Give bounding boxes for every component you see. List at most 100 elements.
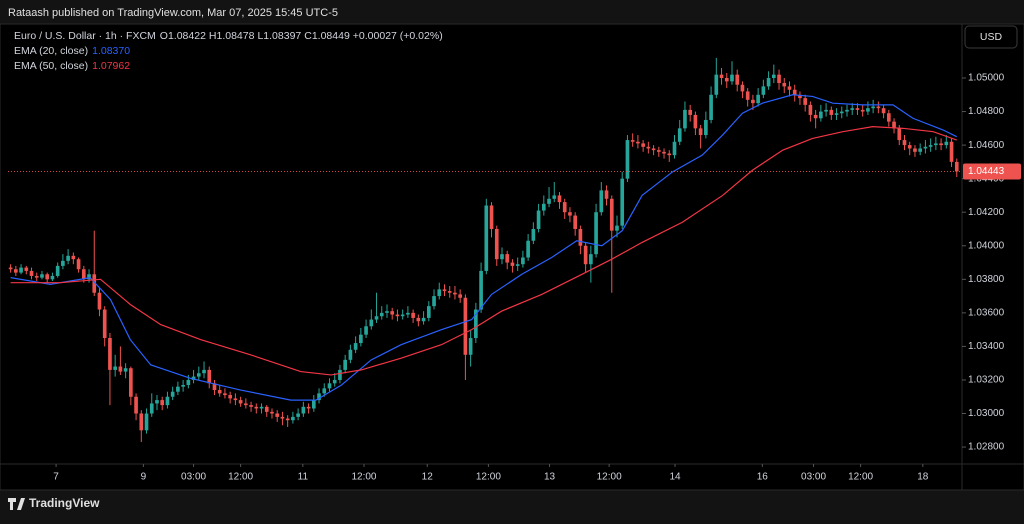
candle-body (181, 384, 185, 387)
candle-body (636, 141, 640, 144)
y-tick-label: 1.03000 (968, 408, 1005, 419)
candle-body (683, 109, 687, 129)
candle-body (573, 215, 578, 229)
legend-ema: EMA (50, close) 1.07962 (14, 60, 130, 72)
x-tick-label: 18 (917, 472, 929, 483)
candle-body (270, 411, 274, 414)
candle-body (123, 368, 128, 372)
candle-body (808, 104, 813, 115)
candle-body (824, 109, 828, 112)
candle-body (385, 311, 389, 313)
candle-body (803, 98, 808, 105)
candle-body (426, 306, 431, 318)
candle-body (217, 390, 222, 394)
last-price-label: 1.04443 (968, 166, 1005, 177)
candle-body (45, 274, 50, 280)
y-tick-label: 1.05000 (968, 73, 1005, 84)
candle-body (474, 309, 478, 339)
candle-body (651, 148, 656, 151)
candle-body (777, 74, 781, 84)
candle-body (630, 140, 635, 142)
y-tick-label: 1.03600 (968, 308, 1005, 319)
candle-body (881, 108, 886, 114)
y-tick-label: 1.04200 (968, 207, 1005, 218)
candle-body (92, 274, 97, 293)
candle-body (693, 114, 698, 129)
candle-body (29, 270, 34, 276)
candle-body (913, 148, 917, 152)
candle-body (468, 338, 473, 355)
candle-body (521, 257, 525, 265)
candle-body (359, 334, 363, 344)
x-tick-label: 12:00 (351, 472, 376, 483)
candle-body (55, 265, 60, 276)
candle-body (907, 145, 912, 149)
candle-body (897, 128, 902, 141)
y-tick-label: 1.03800 (968, 274, 1005, 285)
currency-box[interactable] (964, 25, 1018, 49)
candle-body (134, 396, 138, 414)
x-tick-label: 12 (422, 472, 434, 483)
candle-body (489, 205, 494, 229)
plot (8, 57, 962, 443)
candle-body (338, 369, 342, 380)
candle-body (531, 228, 536, 241)
candle-body (641, 143, 645, 147)
candle-body (515, 264, 520, 266)
candle-body (311, 400, 316, 409)
candle-body (798, 94, 802, 99)
candle-body (71, 255, 76, 260)
y-tick-label: 1.03400 (968, 341, 1005, 352)
candle-body (939, 143, 943, 146)
candle-body (672, 141, 677, 156)
x-tick-label: 13 (544, 472, 556, 483)
x-tick-label: 14 (669, 472, 681, 483)
candle-body (500, 254, 504, 260)
ema-line (10, 126, 957, 376)
ohlc: O1.08422 (160, 30, 206, 42)
candle-body (740, 84, 745, 92)
candle-body (186, 379, 191, 385)
candle-body (249, 405, 253, 407)
candle-body (918, 148, 923, 152)
candle-body (317, 393, 321, 401)
y-tick-label: 1.04800 (968, 106, 1005, 117)
candle-body (589, 254, 593, 265)
x-tick-label: 03:00 (181, 472, 206, 483)
candle-body (97, 292, 102, 310)
candle-body (165, 396, 170, 406)
x-tick-label: 7 (53, 472, 59, 483)
candle-body (656, 150, 661, 152)
candle-body (364, 326, 368, 335)
candle-body (860, 109, 865, 112)
candle-body (813, 114, 818, 119)
brand: TradingView (8, 496, 100, 510)
candle-body (730, 74, 734, 82)
candle-body (510, 262, 515, 266)
candle-body (233, 398, 238, 401)
candle-body (855, 108, 860, 110)
candle-body (688, 109, 693, 115)
legend-name: EMA (20, close) (14, 45, 88, 57)
candle-body (160, 400, 165, 406)
candle-body (191, 376, 196, 380)
candle-body (934, 143, 938, 146)
candle-body (771, 74, 776, 79)
candle-body (819, 111, 823, 119)
candle-body (87, 274, 91, 280)
candle-body (646, 146, 651, 149)
x-tick-label: 12:00 (597, 472, 622, 483)
candle-body (453, 292, 457, 295)
candle-body (379, 312, 384, 317)
legend-main: Euro / U.S. Dollar · 1h · FXCM O1.08422 H1… (14, 30, 443, 42)
x-tick-label: 12:00 (228, 472, 253, 483)
currency[interactable]: USD (980, 31, 1003, 43)
legend-name: EMA (50, close) (14, 60, 88, 72)
candle-body (615, 225, 619, 231)
candle-body (677, 128, 682, 142)
candle-body (479, 270, 483, 310)
candle-body (928, 145, 933, 147)
candle-body (756, 94, 760, 104)
